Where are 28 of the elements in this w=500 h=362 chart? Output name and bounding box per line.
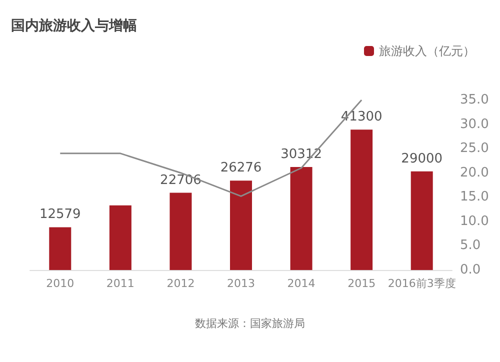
bar: [350, 130, 373, 270]
y2-tick-label: 15.0: [460, 190, 489, 205]
data-label: 12579: [39, 207, 81, 222]
x-tick-label: 2013: [227, 277, 255, 290]
x-tick-label: 2012: [166, 277, 195, 290]
x-tick-label: 2014: [287, 277, 316, 290]
y2-tick-label: 30.0: [460, 116, 489, 132]
y2-tick-label: 20.0: [460, 165, 489, 180]
chart-title: 国内旅游收入与增幅: [11, 18, 137, 34]
x-tick-label: 2011: [106, 277, 134, 290]
x-tick-label: 2010: [46, 277, 74, 290]
x-tick-label: 2016前3季度: [388, 277, 456, 290]
y2-tick-label: 35.0: [460, 92, 489, 108]
source-note: 数据来源：国家旅游局: [195, 317, 305, 330]
data-label: 29000: [401, 151, 443, 166]
bar: [290, 166, 312, 270]
y2-tick-label: 25.0: [460, 141, 489, 156]
y2-tick-label: 5.0: [460, 238, 481, 254]
bar: [230, 180, 252, 270]
x-tick-label: 2015: [348, 277, 376, 290]
data-label: 26276: [220, 160, 262, 176]
bar: [109, 205, 132, 270]
bar: [170, 192, 192, 270]
bar: [410, 171, 433, 270]
y2-tick-label: 0.0: [460, 262, 481, 278]
bar: [49, 227, 72, 270]
legend-label: 旅游收入（亿元）: [379, 44, 475, 58]
y2-tick-label: 10.0: [460, 214, 489, 229]
